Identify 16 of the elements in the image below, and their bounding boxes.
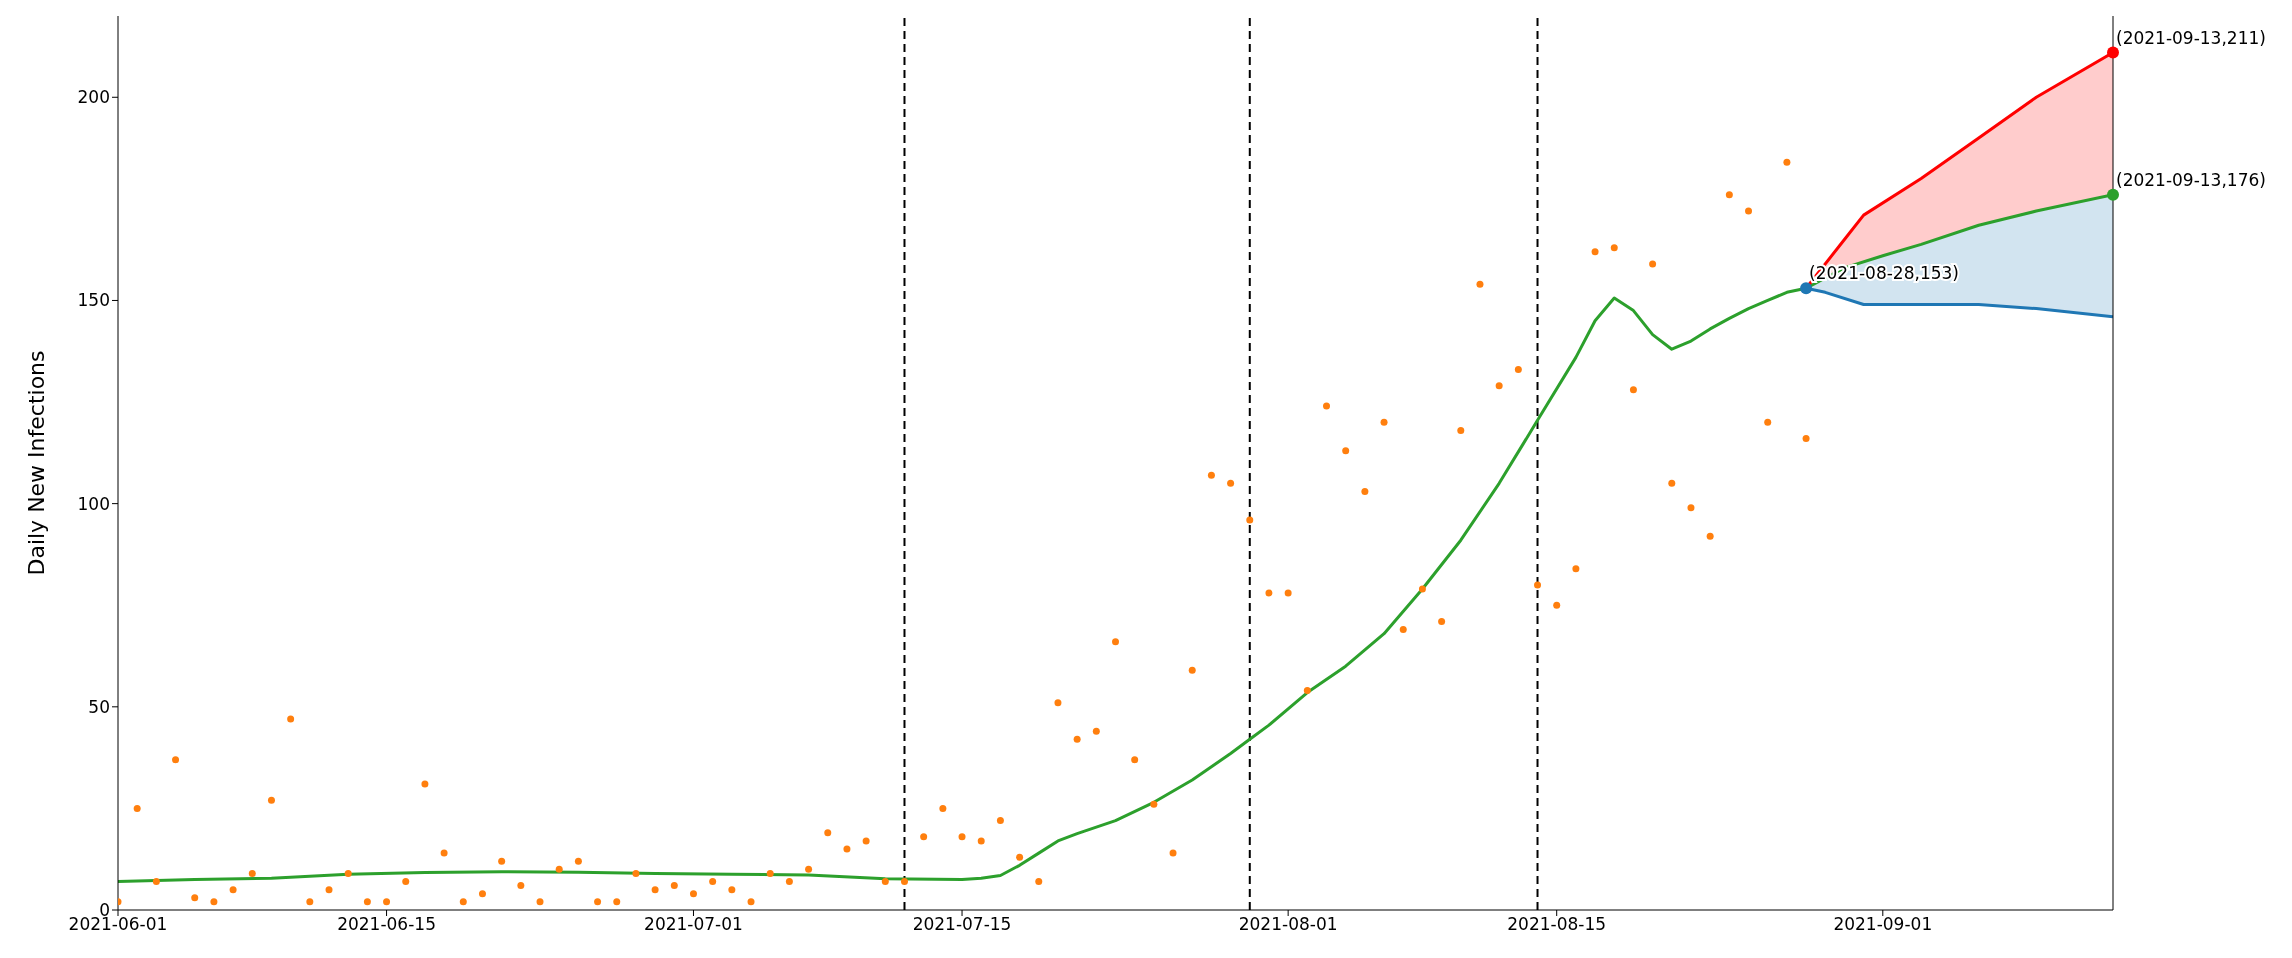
y-axis-title: Daily New Infections	[23, 350, 49, 576]
point	[2107, 188, 2119, 201]
x-tick-label: 2021-07-01	[644, 914, 743, 935]
y-tick-label: 150	[77, 290, 110, 311]
y-tick-label: 200	[77, 87, 110, 108]
y-tick-label: 100	[77, 493, 110, 514]
annotation: (2021-09-13,211)	[2116, 27, 2266, 48]
x-tick-label: 2021-07-15	[912, 914, 1012, 935]
x-tick-label: 2021-06-15	[337, 914, 436, 935]
x-tick-label: 2021-09-01	[1833, 914, 1933, 935]
point	[1800, 282, 1813, 295]
x-tick-label: 2021-08-15	[1507, 914, 1607, 935]
y-tick-label: 50	[88, 696, 110, 717]
annotation: (2021-09-13,176)	[2116, 169, 2266, 190]
x-tick-label: 2021-08-01	[1238, 914, 1338, 935]
point	[2107, 46, 2119, 59]
